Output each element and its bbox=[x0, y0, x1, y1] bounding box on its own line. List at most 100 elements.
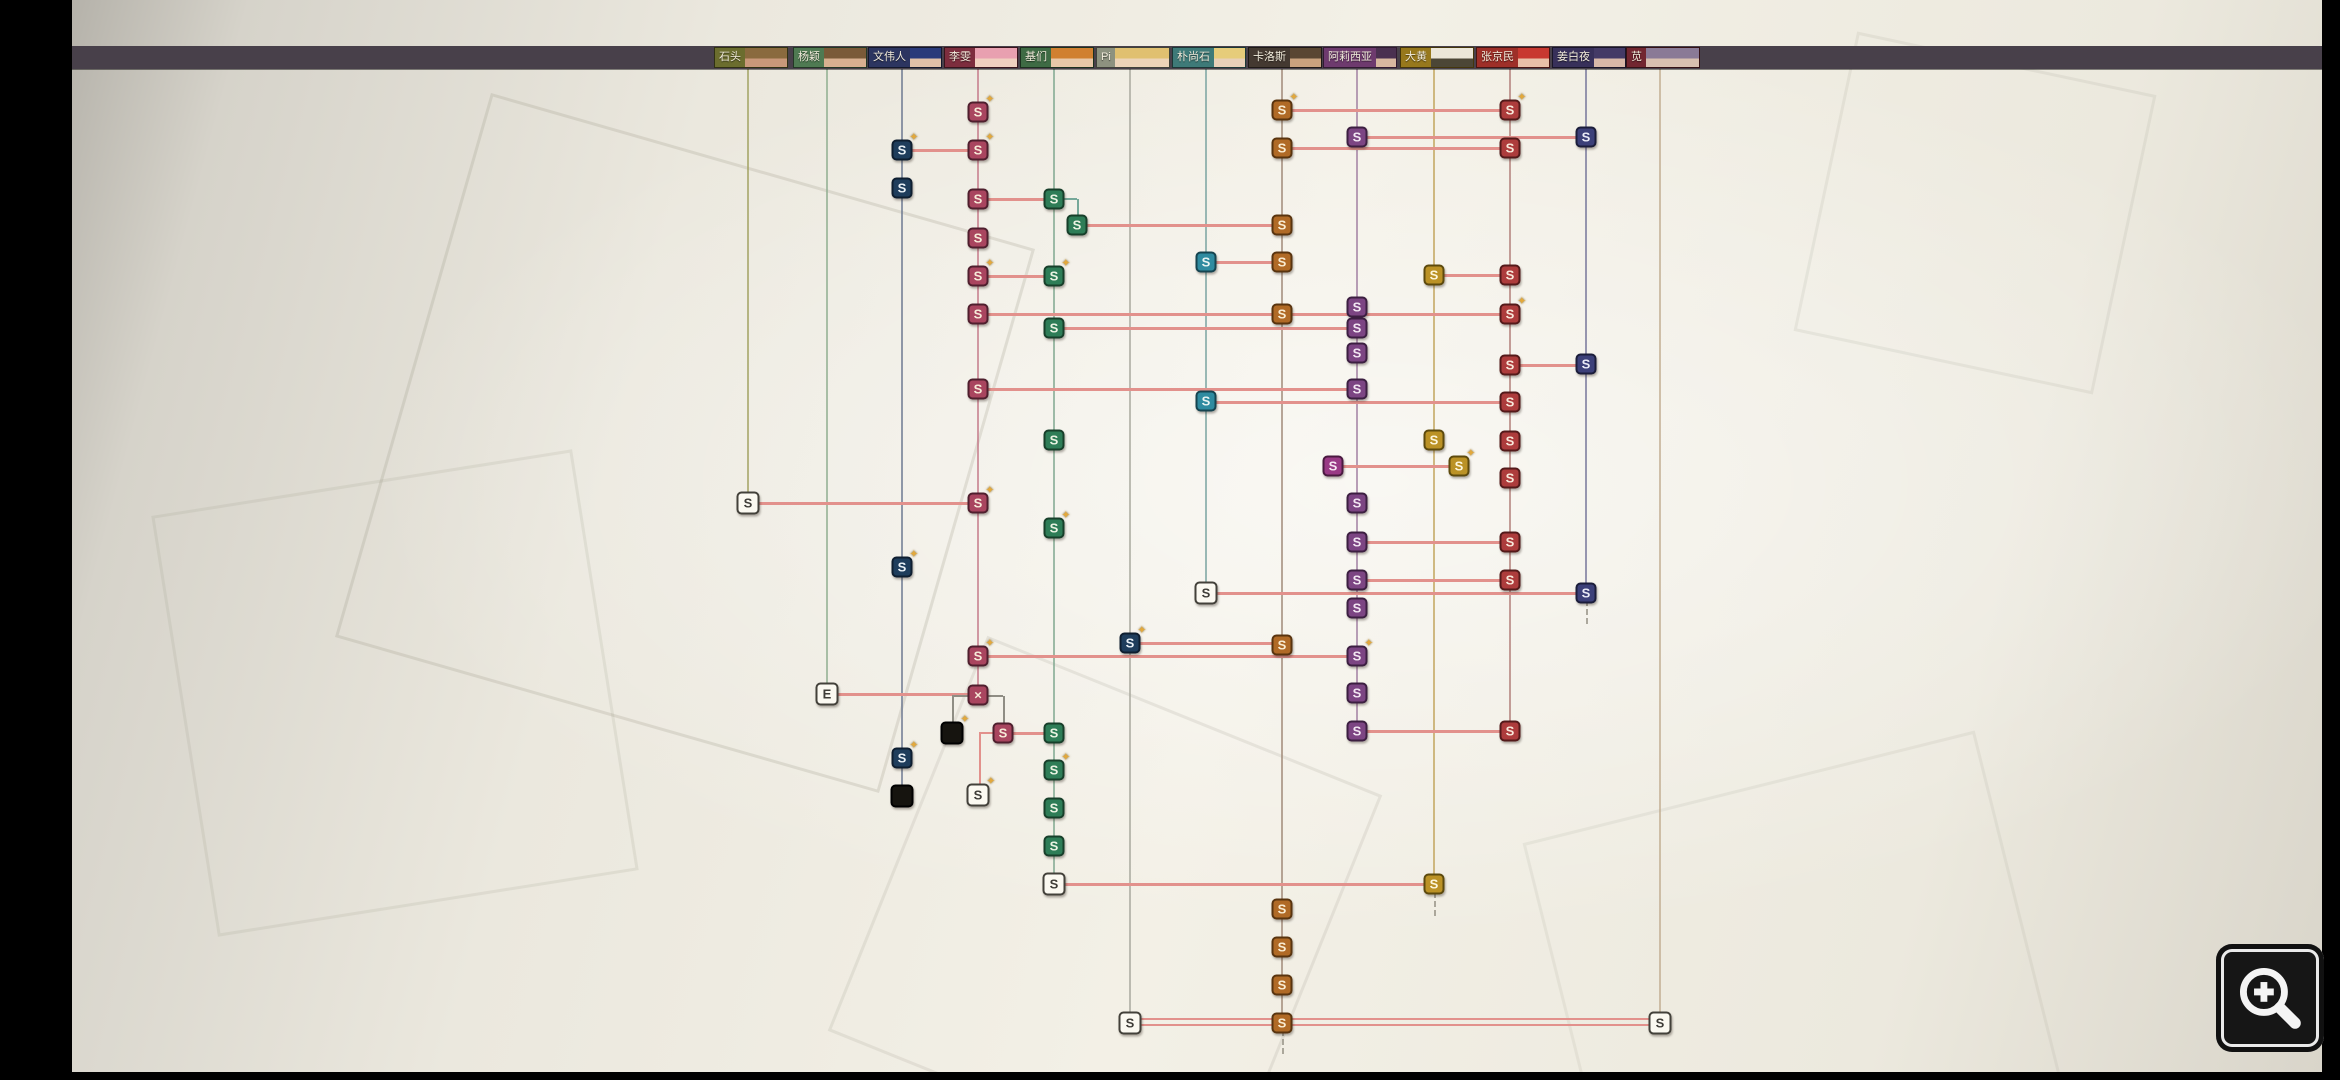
event-node[interactable]: S bbox=[1271, 634, 1293, 656]
event-node[interactable]: S bbox=[1271, 936, 1293, 958]
event-node[interactable]: S bbox=[1499, 430, 1521, 452]
character-tab-10[interactable]: 张京民 bbox=[1476, 47, 1550, 68]
event-node[interactable]: S ✦ bbox=[1346, 638, 1374, 667]
character-tab-8[interactable]: 阿莉西亚 bbox=[1323, 47, 1397, 68]
event-node[interactable]: S bbox=[1499, 354, 1521, 376]
side-event-node[interactable]: S ✦ bbox=[966, 776, 996, 807]
event-node[interactable]: S ✦ bbox=[1499, 92, 1527, 121]
event-node[interactable]: S ✦ bbox=[891, 740, 919, 769]
flowchart-viewport[interactable]: S E S ✦ S S ✦ S ✦ S ✦ S ✦ S S S ✦ S S S ✦ S ✦ × S S ✦ ✦ S S S ✦ S S S ✦ S S ✦ S… bbox=[72, 0, 2322, 1072]
event-node[interactable]: S bbox=[1575, 582, 1597, 604]
event-node[interactable]: S bbox=[1271, 251, 1293, 273]
event-node[interactable]: S bbox=[1499, 467, 1521, 489]
event-node[interactable]: S bbox=[1423, 873, 1445, 895]
character-tab-0[interactable]: 石头 bbox=[714, 47, 788, 68]
connection-line bbox=[978, 388, 1357, 391]
event-node[interactable]: S bbox=[1043, 188, 1065, 210]
character-tab-6[interactable]: 朴尚石 bbox=[1172, 47, 1246, 68]
character-tab-4[interactable]: 基们 bbox=[1020, 47, 1094, 68]
event-node[interactable]: S bbox=[1271, 974, 1293, 996]
timeline-continuation-dashes bbox=[1434, 892, 1436, 916]
side-event-node[interactable]: S bbox=[1194, 581, 1218, 605]
event-node[interactable]: S bbox=[1346, 597, 1368, 619]
hidden-event-node[interactable]: ✦ bbox=[940, 714, 970, 745]
side-event-node[interactable]: S bbox=[736, 491, 760, 515]
event-node[interactable]: S ✦ bbox=[891, 549, 919, 578]
ending-node[interactable]: E bbox=[815, 682, 839, 706]
event-node[interactable]: S ✦ bbox=[967, 132, 995, 161]
event-node[interactable]: S ✦ bbox=[1448, 448, 1476, 477]
bottom-letterbox-band bbox=[0, 1072, 2340, 1080]
event-node[interactable]: S bbox=[1346, 296, 1368, 318]
event-node[interactable]: S bbox=[1423, 264, 1445, 286]
event-node[interactable]: S bbox=[1271, 214, 1293, 236]
character-tab-1[interactable]: 杨颖 bbox=[793, 47, 867, 68]
event-node[interactable]: S bbox=[1066, 214, 1088, 236]
event-node[interactable]: S bbox=[1271, 898, 1293, 920]
character-tab-2[interactable]: 文伟人 bbox=[868, 47, 942, 68]
event-node[interactable]: S bbox=[967, 227, 989, 249]
character-tab-12[interactable]: 苋 bbox=[1626, 47, 1700, 68]
event-node[interactable]: S bbox=[1499, 391, 1521, 413]
event-node[interactable]: S bbox=[1499, 569, 1521, 591]
event-node[interactable]: S bbox=[1499, 720, 1521, 742]
event-node[interactable]: S bbox=[1423, 429, 1445, 451]
event-node[interactable]: S bbox=[1575, 353, 1597, 375]
event-node[interactable]: S bbox=[1499, 137, 1521, 159]
event-node[interactable]: S ✦ bbox=[967, 638, 995, 667]
side-event-node[interactable]: S bbox=[1118, 1011, 1142, 1035]
side-event-node[interactable]: S bbox=[1042, 872, 1066, 896]
character-tab-11[interactable]: 姜白夜 bbox=[1552, 47, 1626, 68]
event-node[interactable]: S ✦ bbox=[967, 94, 995, 123]
event-node[interactable]: S bbox=[1195, 251, 1217, 273]
event-node[interactable]: S bbox=[967, 378, 989, 400]
character-name-label: 卡洛斯 bbox=[1253, 51, 1286, 63]
event-node[interactable]: S ✦ bbox=[1043, 510, 1071, 539]
event-flowchart[interactable]: S E S ✦ S S ✦ S ✦ S ✦ S ✦ S S S ✦ S S S ✦ S ✦ × S S ✦ ✦ S S S ✦ S S S ✦ S S ✦ S… bbox=[72, 0, 2322, 1072]
event-node[interactable]: S ✦ bbox=[1271, 92, 1299, 121]
failed-event-node[interactable]: × bbox=[967, 684, 989, 706]
event-node[interactable]: S bbox=[1346, 126, 1368, 148]
event-node[interactable]: S bbox=[1195, 390, 1217, 412]
event-node[interactable]: S bbox=[1346, 569, 1368, 591]
event-node[interactable]: S ✦ bbox=[967, 258, 995, 287]
zoom-in-button[interactable] bbox=[2216, 944, 2324, 1052]
hidden-event-node[interactable] bbox=[890, 784, 914, 808]
event-node[interactable]: S bbox=[967, 303, 989, 325]
event-node[interactable]: S bbox=[1575, 126, 1597, 148]
event-node[interactable]: S bbox=[1346, 317, 1368, 339]
event-node[interactable]: S bbox=[1346, 531, 1368, 553]
event-node[interactable]: S ✦ bbox=[1119, 625, 1147, 654]
character-tab-3[interactable]: 李雯 bbox=[944, 47, 1018, 68]
event-node[interactable]: S bbox=[1043, 722, 1065, 744]
event-node[interactable]: S ✦ bbox=[967, 485, 995, 514]
event-node[interactable]: S ✦ bbox=[1499, 296, 1527, 325]
event-node[interactable]: S bbox=[1322, 455, 1344, 477]
event-node[interactable]: S bbox=[1043, 835, 1065, 857]
event-node[interactable]: S bbox=[967, 188, 989, 210]
event-node[interactable]: S bbox=[1499, 264, 1521, 286]
timeline-column-line bbox=[1659, 69, 1661, 1023]
event-node[interactable]: S bbox=[1043, 317, 1065, 339]
character-name-label: 朴尚石 bbox=[1177, 51, 1210, 63]
event-node[interactable]: S bbox=[1271, 137, 1293, 159]
event-node[interactable]: S ✦ bbox=[891, 132, 919, 161]
event-node[interactable]: S bbox=[1346, 378, 1368, 400]
event-node[interactable]: S bbox=[1043, 429, 1065, 451]
character-tab-7[interactable]: 卡洛斯 bbox=[1248, 47, 1322, 68]
character-tab-9[interactable]: 大黄 bbox=[1400, 47, 1474, 68]
event-node[interactable]: S bbox=[1271, 1012, 1293, 1034]
event-node[interactable]: S bbox=[891, 177, 913, 199]
event-node[interactable]: S bbox=[1043, 797, 1065, 819]
event-node[interactable]: S bbox=[1346, 720, 1368, 742]
event-node[interactable]: S bbox=[1271, 303, 1293, 325]
event-node[interactable]: S ✦ bbox=[1043, 752, 1071, 781]
event-node[interactable]: S bbox=[1346, 492, 1368, 514]
character-tab-5[interactable]: Pi bbox=[1096, 47, 1170, 68]
event-node[interactable]: S bbox=[1499, 531, 1521, 553]
event-node[interactable]: S bbox=[992, 722, 1014, 744]
side-event-node[interactable]: S bbox=[1648, 1011, 1672, 1035]
event-node[interactable]: S bbox=[1346, 342, 1368, 364]
event-node[interactable]: S ✦ bbox=[1043, 258, 1071, 287]
event-node[interactable]: S bbox=[1346, 682, 1368, 704]
